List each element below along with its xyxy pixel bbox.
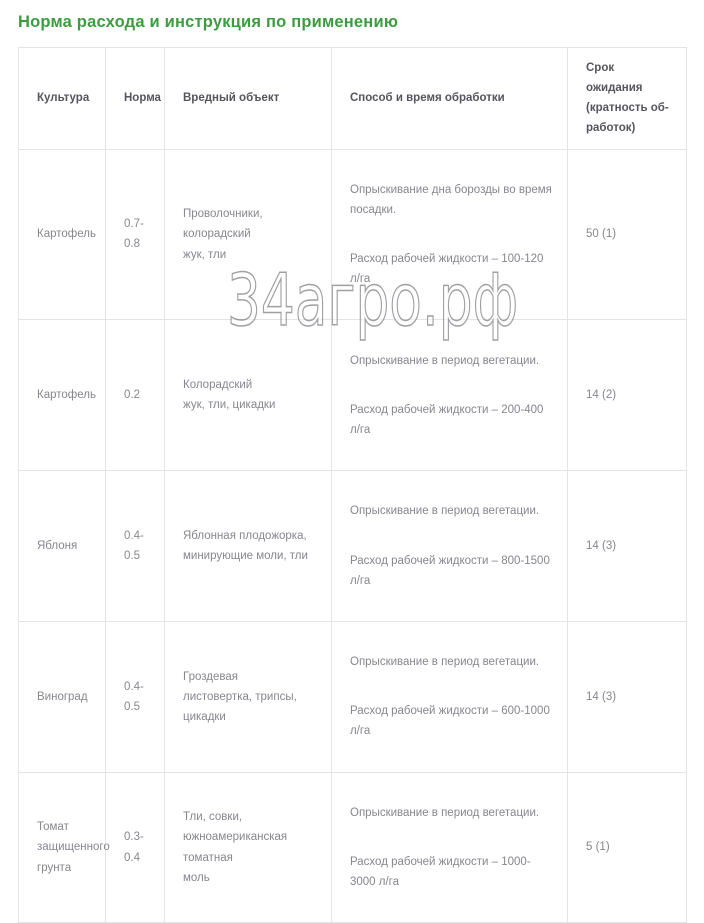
method-line-1: Опрыскивание дна борозды во время посадк… xyxy=(350,183,552,216)
table-row: Яблоня 0.4-0.5 Яблонная плодожорка, мини… xyxy=(18,470,687,622)
cell-method: Опрыскивание дна борозды во время посадк… xyxy=(331,148,568,321)
method-line-2: Расход рабочей жидкости – 600-1000 л/га xyxy=(350,705,550,738)
method-line-1: Опрыскивание в период вегетации. xyxy=(350,806,540,819)
table-row: Томат защищенного грунта 0.3-0.4 Тли, со… xyxy=(18,771,687,923)
cell-rate: 0.4-0.5 xyxy=(105,620,165,773)
cell-rate: 0.7-0.8 xyxy=(105,148,165,321)
header-rate: Норма xyxy=(105,47,165,150)
cell-culture: Виноград xyxy=(18,620,106,773)
method-line-1: Опрыскивание в период вегетации. xyxy=(350,505,540,518)
method-line-1: Опрыскивание в период вегетации. xyxy=(350,656,540,668)
cell-pest: Колорадский жук, тли, цикадки xyxy=(164,319,332,472)
header-waiting-period: Срок ожидания (кратность об- работок) xyxy=(567,47,687,150)
table-header-row: Культура Норма Вредный объект Способ и в… xyxy=(18,47,687,150)
cell-waiting-period: 14 (3) xyxy=(567,470,687,622)
table-row: Картофель 0.7-0.8 Проволочники, колорадс… xyxy=(18,148,687,321)
method-line-2: Расход рабочей жидкости – 200-400 л/га xyxy=(350,403,544,436)
cell-method: Опрыскивание в период вегетации. Расход … xyxy=(331,319,568,472)
cell-waiting-period: 14 (2) xyxy=(567,319,687,472)
cell-pest: Гроздевая листовертка, трипсы, цикадки xyxy=(164,620,332,773)
cell-rate: 0.3-0.4 xyxy=(105,771,165,923)
cell-waiting-period: 14 (3) xyxy=(567,620,687,773)
method-line-2: Расход рабочей жидкости – 1000-3000 л/га xyxy=(350,856,531,889)
cell-pest: Яблонная плодожорка, минирующие моли, тл… xyxy=(164,470,332,622)
method-line-2: Расход рабочей жидкости – 800-1500 л/га xyxy=(350,554,550,587)
cell-method: Опрыскивание в период вегетации. Расход … xyxy=(331,470,568,622)
cell-method: Опрыскивание в период вегетации. Расход … xyxy=(331,771,568,923)
table-row: Картофель 0.2 Колорадский жук, тли, цика… xyxy=(18,319,687,472)
cell-culture: Яблоня xyxy=(18,470,106,622)
header-pest: Вредный объект xyxy=(164,47,332,150)
page-title: Норма расхода и инструкция по применению xyxy=(18,13,399,31)
method-line-2: Расход рабочей жидкости – 100-120 л/га xyxy=(350,253,544,286)
cell-culture: Картофель xyxy=(18,148,106,321)
cell-culture: Томат защищенного грунта xyxy=(18,771,110,923)
cell-pest: Проволочники, колорадский жук, тли xyxy=(164,148,332,321)
cell-culture: Картофель xyxy=(18,319,106,472)
cell-waiting-period: 50 (1) xyxy=(567,148,687,321)
cell-rate: 0.4-0.5 xyxy=(105,470,165,622)
cell-rate: 0.2 xyxy=(105,319,165,472)
application-rate-table: Культура Норма Вредный объект Способ и в… xyxy=(18,47,687,923)
table-row: Виноград 0.4-0.5 Гроздевая листовертка, … xyxy=(18,620,687,773)
method-line-1: Опрыскивание в период вегетации. xyxy=(350,354,540,367)
header-method: Способ и время обработки xyxy=(331,47,568,150)
header-culture: Культура xyxy=(18,47,106,150)
cell-method: Опрыскивание в период вегетации. Расход … xyxy=(331,620,568,773)
cell-waiting-period: 5 (1) xyxy=(567,771,687,923)
cell-pest: Тли, совки, южноамериканская томатная мо… xyxy=(164,771,332,923)
